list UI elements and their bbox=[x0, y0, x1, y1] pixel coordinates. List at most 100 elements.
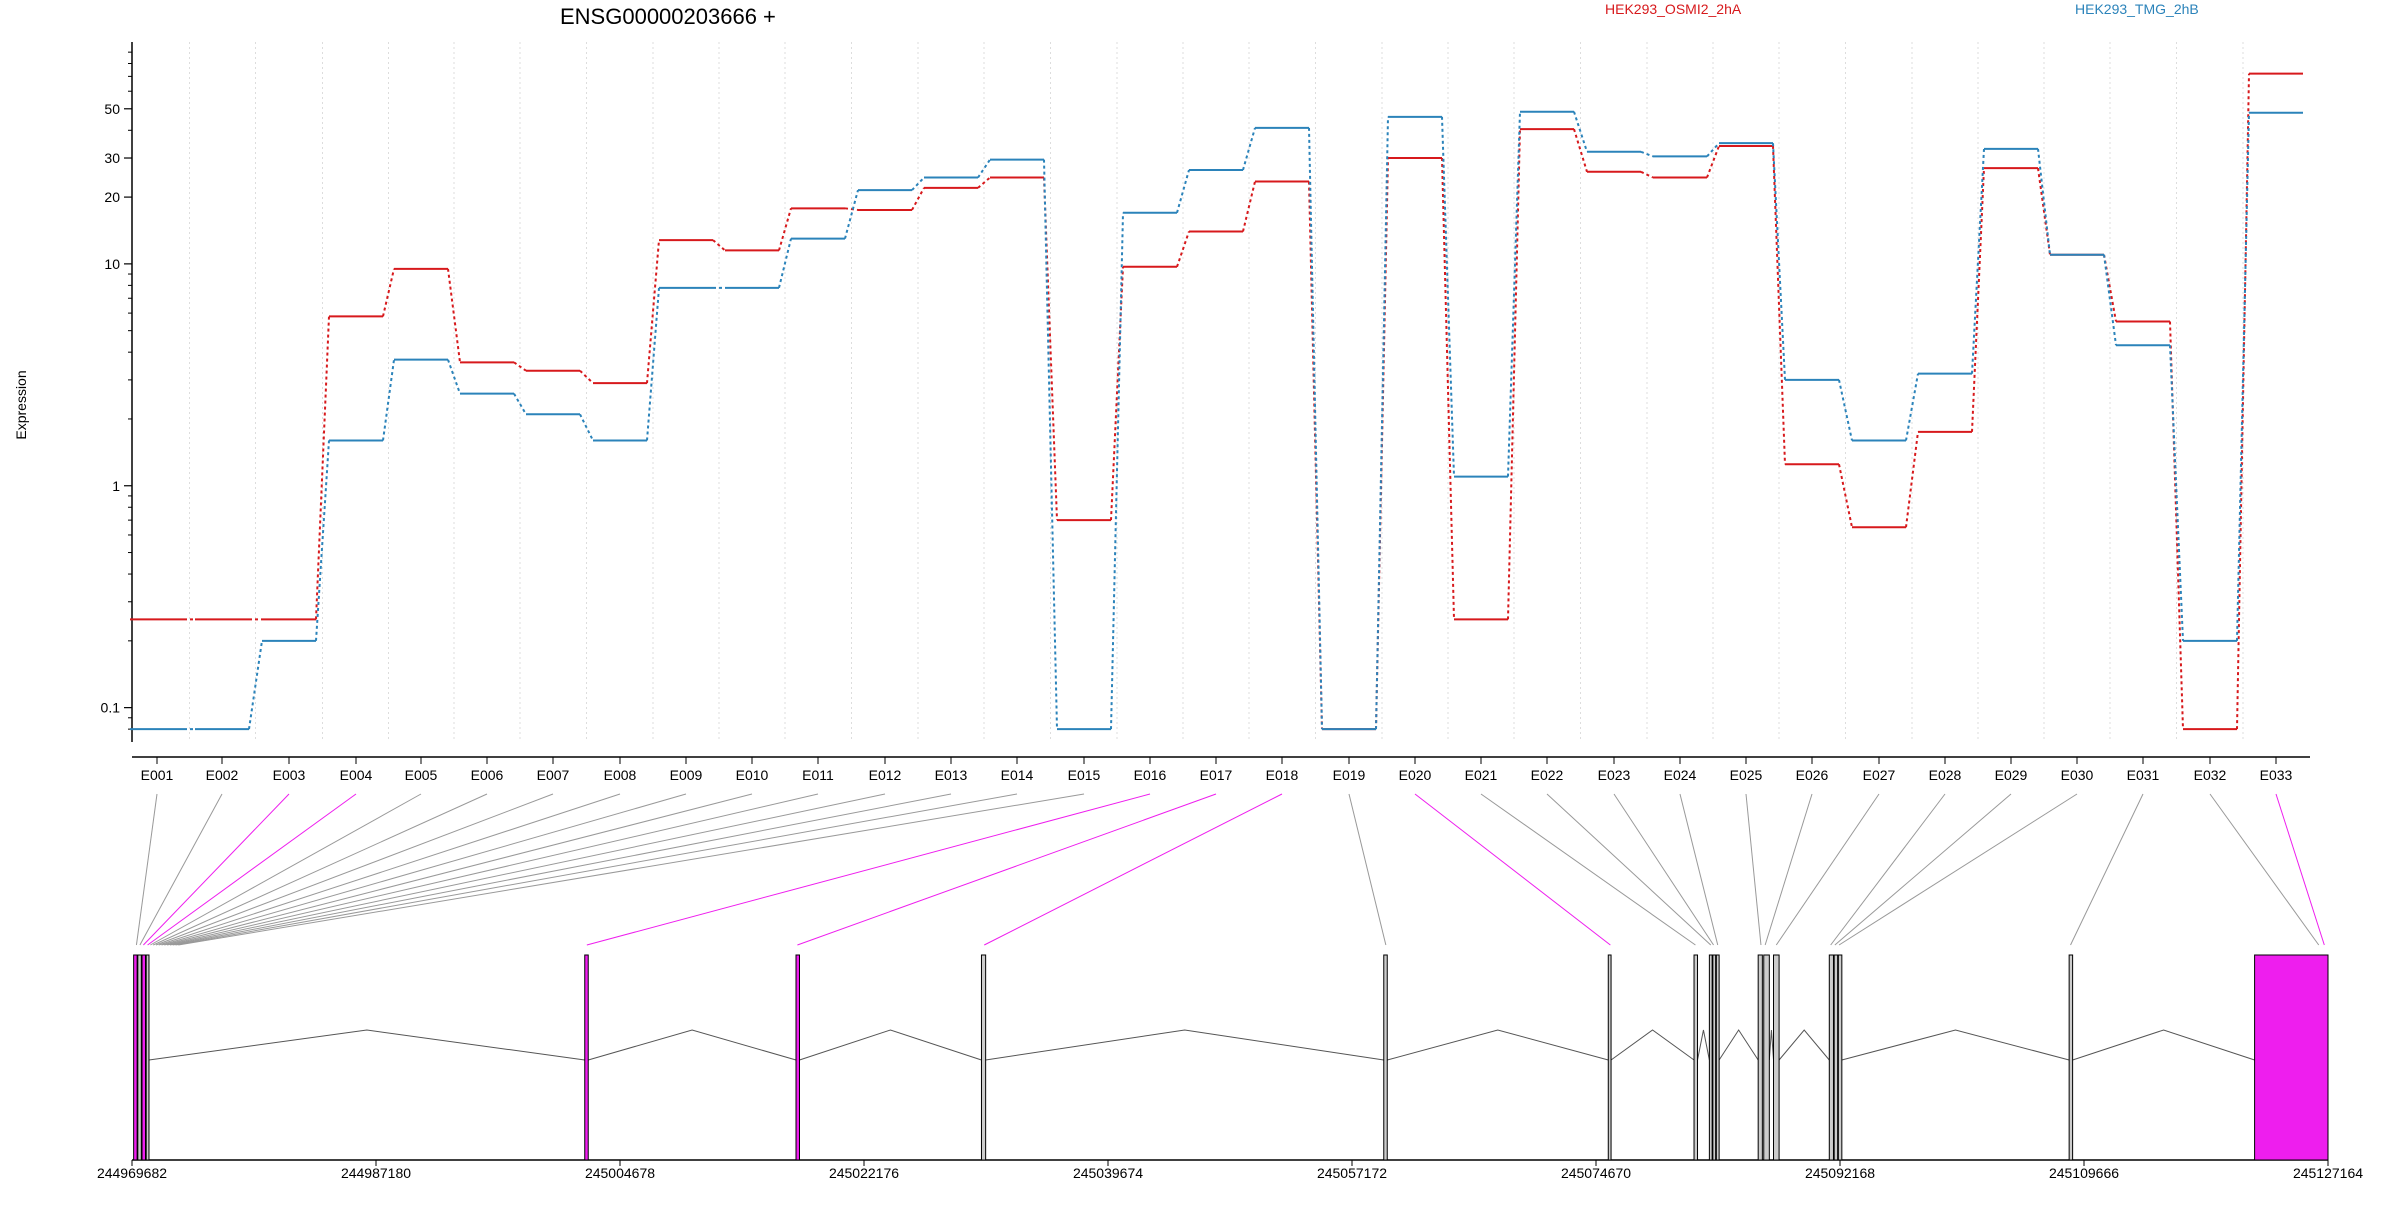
series-connector bbox=[1706, 142, 1720, 158]
exon-link-line bbox=[150, 793, 422, 946]
series-connector bbox=[778, 238, 792, 289]
series-connector bbox=[1573, 111, 1588, 153]
legend-label-tmg: HEK293_TMG_2hB bbox=[2075, 1, 2199, 17]
exon-block bbox=[1708, 954, 1713, 1161]
intron-line bbox=[985, 1029, 1384, 1061]
exon-link-line bbox=[1838, 793, 2078, 946]
y-tick-label: 1 bbox=[112, 478, 120, 494]
series-connector bbox=[911, 187, 925, 211]
exon-link-line bbox=[797, 793, 1217, 946]
x-tick-label: E028 bbox=[1929, 767, 1962, 783]
x-tick-label: E033 bbox=[2260, 767, 2293, 783]
x-tick-label: E002 bbox=[206, 767, 239, 783]
intron-line bbox=[2072, 1029, 2255, 1061]
exon-link-line bbox=[2209, 793, 2320, 946]
genomic-tick-label: 244969682 bbox=[97, 1165, 167, 1181]
exon-link-line bbox=[1830, 793, 1946, 946]
series-connector bbox=[2103, 254, 2117, 322]
genomic-tick-label: 244987180 bbox=[341, 1165, 411, 1181]
series-connector bbox=[1242, 127, 1256, 171]
series-connector bbox=[1971, 168, 1985, 432]
series-connector bbox=[447, 268, 461, 363]
exon-block bbox=[1757, 954, 1763, 1161]
exon-block bbox=[980, 954, 987, 1161]
series-connector bbox=[1640, 150, 1654, 158]
series-connector bbox=[1905, 431, 1919, 528]
series-connector bbox=[2037, 168, 2051, 255]
exon-link-line bbox=[2070, 793, 2144, 946]
exon-link-line bbox=[135, 793, 158, 946]
y-tick-label: 10 bbox=[104, 256, 120, 272]
exon-link-line bbox=[1613, 793, 1714, 946]
exon-link-lines bbox=[135, 793, 2325, 946]
y-axis-label: Expression bbox=[13, 370, 29, 439]
exon-block bbox=[1715, 954, 1720, 1161]
exon-link-line bbox=[586, 793, 1151, 946]
genomic-tick-label: 245004678 bbox=[585, 1165, 655, 1181]
intron-line bbox=[1387, 1029, 1609, 1061]
x-tick-label: E029 bbox=[1995, 767, 2028, 783]
series-connector bbox=[1375, 116, 1389, 730]
exon-block bbox=[1773, 954, 1780, 1161]
gene-model: 244969682 244987180 245004678 245022176 2450… bbox=[97, 954, 2363, 1181]
exon-block bbox=[1607, 954, 1612, 1161]
intron-line bbox=[1768, 1029, 1775, 1061]
x-tick-label: E006 bbox=[471, 767, 504, 783]
genomic-tick-label: 245022176 bbox=[829, 1165, 899, 1181]
series-0 bbox=[130, 72, 2303, 731]
series-connector bbox=[1176, 231, 1190, 268]
x-tick-label: E020 bbox=[1399, 767, 1432, 783]
series-1 bbox=[130, 110, 2303, 731]
intron-line bbox=[1697, 1029, 1710, 1061]
x-tick-label: E004 bbox=[340, 767, 373, 783]
exon-link-line bbox=[147, 793, 357, 946]
series-connector bbox=[513, 393, 527, 415]
intron-line bbox=[799, 1029, 982, 1061]
series-connector bbox=[911, 176, 925, 191]
series-connector bbox=[1838, 379, 1853, 441]
exon-link-line bbox=[169, 793, 886, 946]
series-connector bbox=[1507, 129, 1521, 620]
exon-block bbox=[2254, 954, 2329, 1161]
genomic-tick-label: 245074670 bbox=[1561, 1165, 1631, 1181]
genomic-tick-label: 245039674 bbox=[1073, 1165, 1143, 1181]
y-tick-label: 20 bbox=[104, 189, 120, 205]
x-tick-label: E008 bbox=[604, 767, 637, 783]
exon-link-line bbox=[143, 793, 290, 946]
exon-block bbox=[1763, 954, 1770, 1161]
x-tick-label: E032 bbox=[2194, 767, 2227, 783]
series-connector bbox=[315, 440, 330, 641]
exon-block bbox=[795, 954, 800, 1161]
x-tick-label: E024 bbox=[1664, 767, 1697, 783]
exon-link-line bbox=[2275, 793, 2325, 946]
x-tick-label: E010 bbox=[736, 767, 769, 783]
genomic-tick-label: 245109666 bbox=[2049, 1165, 2119, 1181]
x-tick-label: E026 bbox=[1796, 767, 1829, 783]
series-connector bbox=[1308, 127, 1323, 730]
series-connector bbox=[1573, 128, 1588, 173]
x-tick-label: E007 bbox=[537, 767, 570, 783]
exon-link-line bbox=[161, 793, 687, 946]
series-connector bbox=[2169, 345, 2184, 641]
x-tick-label: E011 bbox=[802, 767, 834, 783]
exon-link-line bbox=[1348, 793, 1387, 946]
exon-link-line bbox=[158, 793, 621, 946]
axes: 0.1 1 10 20 30 50 E001 E002 E003 E004 E005 E006 E007… bbox=[101, 42, 2310, 783]
series-connector bbox=[382, 268, 395, 317]
x-tick-label: E013 bbox=[935, 767, 968, 783]
exon-link-line bbox=[1834, 793, 2012, 946]
x-tick-label: E022 bbox=[1531, 767, 1564, 783]
series-connector bbox=[2236, 112, 2250, 641]
genomic-tick-label: 245127164 bbox=[2293, 1165, 2363, 1181]
x-tick-label: E003 bbox=[273, 767, 306, 783]
exon-block bbox=[1712, 954, 1717, 1161]
series-connector bbox=[513, 361, 527, 372]
series-connector bbox=[1507, 111, 1521, 477]
x-tick-label: E019 bbox=[1333, 767, 1366, 783]
exon-block bbox=[141, 954, 146, 1161]
x-tick-label: E027 bbox=[1863, 767, 1896, 783]
x-tick-label: E021 bbox=[1465, 767, 1498, 783]
x-tick-label: E001 bbox=[141, 767, 174, 783]
exon-link-line bbox=[1480, 793, 1696, 946]
